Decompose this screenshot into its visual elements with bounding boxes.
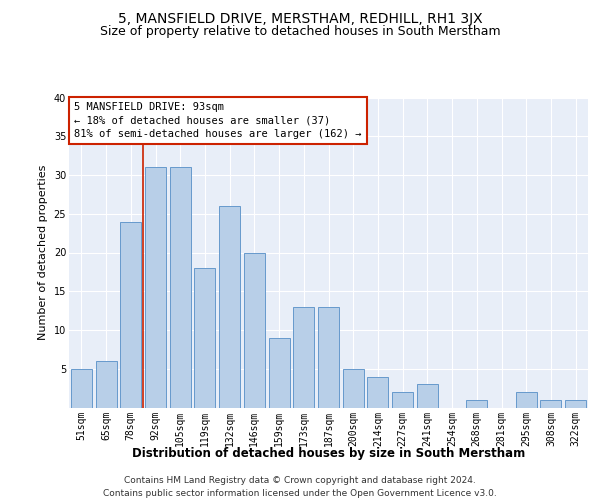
Bar	[194, 268, 215, 407]
Bar	[343, 369, 364, 408]
Text: Distribution of detached houses by size in South Merstham: Distribution of detached houses by size …	[132, 448, 526, 460]
Bar	[318, 306, 339, 408]
Bar	[367, 376, 388, 408]
Bar	[170, 167, 191, 408]
Bar	[95, 361, 116, 408]
Bar	[71, 369, 92, 408]
Y-axis label: Number of detached properties: Number of detached properties	[38, 165, 48, 340]
Bar	[219, 206, 240, 408]
Bar	[466, 400, 487, 407]
Text: Size of property relative to detached houses in South Merstham: Size of property relative to detached ho…	[100, 25, 500, 38]
Bar	[516, 392, 537, 407]
Bar	[244, 252, 265, 408]
Bar	[269, 338, 290, 407]
Bar	[120, 222, 141, 408]
Bar	[145, 167, 166, 408]
Text: 5, MANSFIELD DRIVE, MERSTHAM, REDHILL, RH1 3JX: 5, MANSFIELD DRIVE, MERSTHAM, REDHILL, R…	[118, 12, 482, 26]
Bar	[293, 306, 314, 408]
Bar	[565, 400, 586, 407]
Bar	[417, 384, 438, 407]
Text: Contains HM Land Registry data © Crown copyright and database right 2024.
Contai: Contains HM Land Registry data © Crown c…	[103, 476, 497, 498]
Bar	[392, 392, 413, 407]
Bar	[541, 400, 562, 407]
Text: 5 MANSFIELD DRIVE: 93sqm
← 18% of detached houses are smaller (37)
81% of semi-d: 5 MANSFIELD DRIVE: 93sqm ← 18% of detach…	[74, 102, 362, 139]
